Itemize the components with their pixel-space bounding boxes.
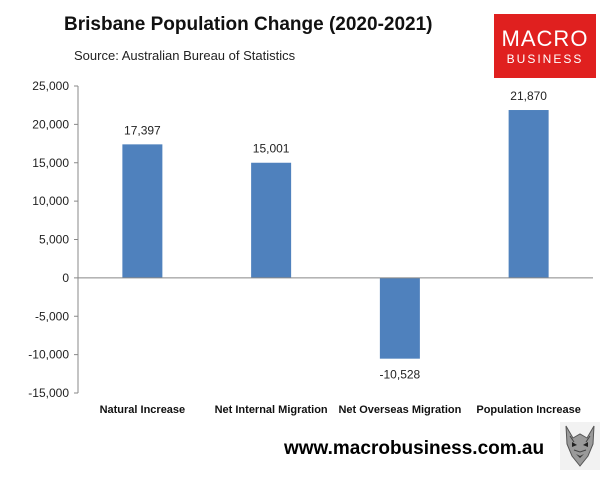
y-tick-label: -5,000 (35, 309, 69, 323)
y-tick-label: 20,000 (32, 117, 69, 131)
bar (122, 144, 163, 278)
bar (379, 277, 420, 359)
category-label: Natural Increase (100, 404, 186, 416)
data-label: 21,870 (510, 89, 547, 103)
chart-source: Source: Australian Bureau of Statistics (74, 48, 296, 63)
chart-title: Brisbane Population Change (2020-2021) (64, 14, 433, 35)
y-tick-label: -15,000 (28, 386, 69, 400)
bar-chart: 25,000 20,000 15,000 10,000 5,000 0 -5,000 -10,… (28, 79, 593, 416)
y-tick-label: 25,000 (32, 79, 69, 93)
bar (508, 110, 549, 278)
category-label: Population Increase (476, 404, 581, 416)
logo-line-1: MACRO (501, 26, 589, 51)
data-label: 15,001 (253, 142, 290, 156)
data-label: 17,397 (124, 123, 161, 137)
logo-line-2: BUSINESS (506, 52, 584, 66)
y-tick-label: 15,000 (32, 156, 69, 170)
y-tick-label: 5,000 (39, 233, 69, 247)
y-tick-label: 0 (62, 271, 69, 285)
data-label: -10,528 (380, 368, 421, 382)
wolf-logo-icon (560, 422, 600, 470)
y-tick-label: -10,000 (28, 348, 69, 362)
bar (251, 162, 292, 278)
category-label: Net Internal Migration (215, 404, 328, 416)
footer-url[interactable]: www.macrobusiness.com.au (284, 438, 545, 459)
macrobusiness-logo: MACRO BUSINESS (494, 14, 596, 78)
category-label: Net Overseas Migration (338, 404, 461, 416)
y-tick-label: 10,000 (32, 194, 69, 208)
